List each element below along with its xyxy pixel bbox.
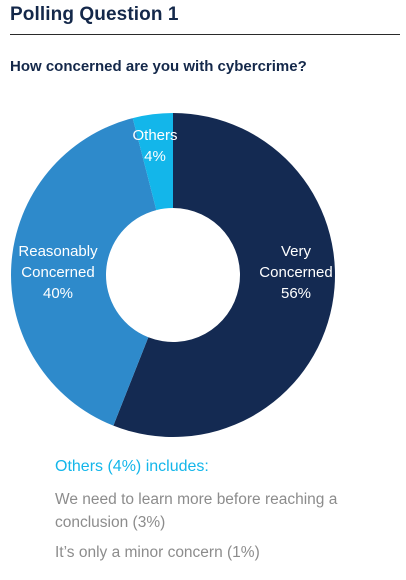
slice-label-very-concerned: Very Concerned 56% bbox=[259, 243, 332, 302]
slice-label-others: Others 4% bbox=[132, 127, 177, 165]
others-heading: Others (4%) includes: bbox=[55, 458, 209, 475]
others-item-1: We need to learn more before reaching a … bbox=[55, 491, 338, 531]
slice-label-reasonably-concerned: Reasonably Concerned 40% bbox=[18, 243, 98, 302]
slice-reasonably-concerned bbox=[10, 118, 157, 426]
page-title: Polling Question 1 bbox=[10, 4, 179, 25]
title-divider bbox=[10, 34, 400, 35]
slice-others bbox=[132, 113, 173, 211]
slice-very-concerned bbox=[113, 113, 335, 437]
others-item-2: It’s only a minor concern (1%) bbox=[55, 544, 260, 561]
question-text: How concerned are you with cybercrime? bbox=[10, 58, 307, 75]
donut-chart: Very Concerned 56% Reasonably Concerned 40% Ot… bbox=[10, 113, 335, 437]
